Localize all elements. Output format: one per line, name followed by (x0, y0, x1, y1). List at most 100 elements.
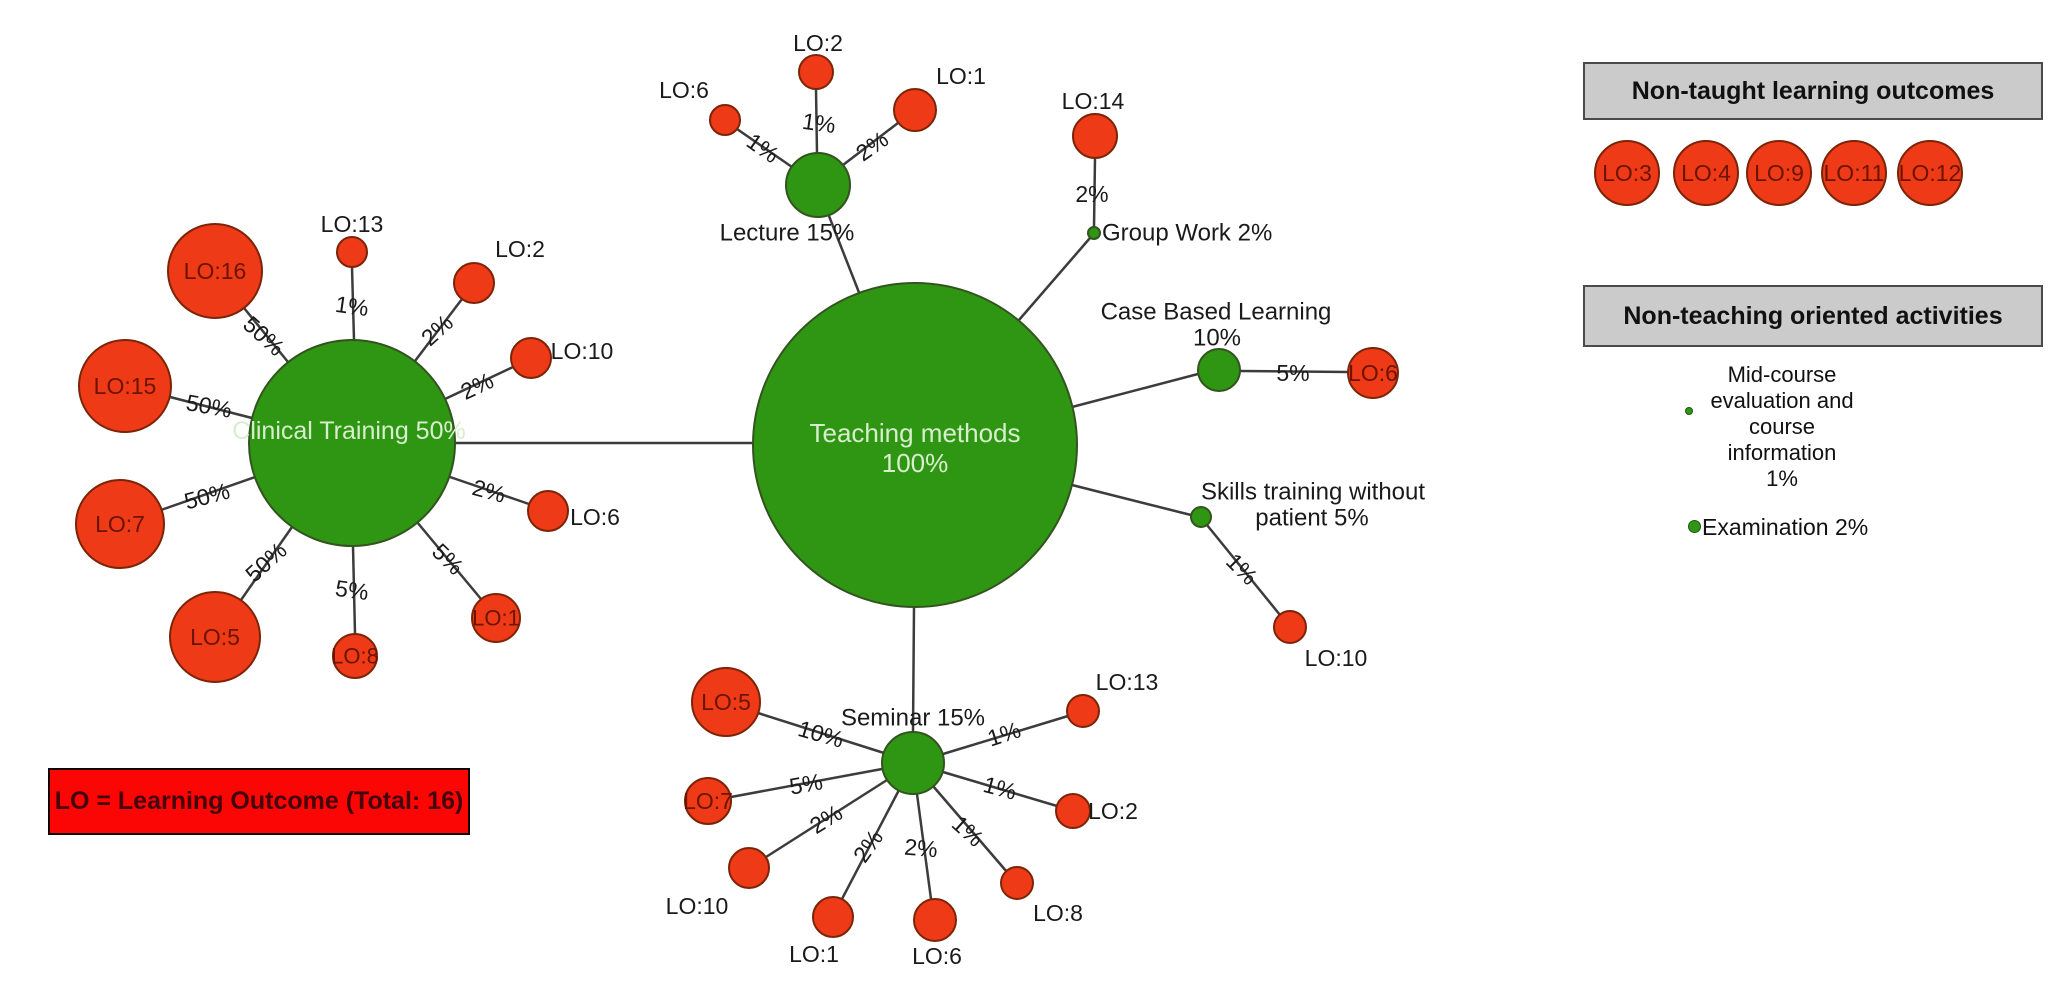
label-ct-lo7-0: LO:7 (95, 511, 145, 537)
non-taught-lo12-circle: LO:12 (1897, 140, 1963, 206)
edge-teaching-lecture (827, 215, 862, 296)
node-sem-lo8 (1000, 866, 1034, 900)
node-sem-lo7 (684, 777, 732, 825)
label-lecture-0: Lecture 15% (720, 220, 855, 247)
edge-percent-label-lec-lo6: 1% (742, 128, 784, 168)
edge-sem-lo2 (942, 770, 1058, 808)
label-sem-lo13-0: LO:13 (1096, 669, 1159, 695)
edge-ct-lo1 (416, 521, 482, 600)
edge-percent-label-ct-lo1: 5% (427, 538, 469, 580)
edge-ct-lo10 (444, 365, 514, 401)
node-skills-training (1190, 506, 1212, 528)
edge-percent-label-sem-lo1: 2% (848, 825, 888, 867)
label-ct-lo13-0: LO:13 (321, 211, 384, 237)
node-sem-lo1 (812, 896, 854, 938)
midcourse-line-3: course information (1727, 414, 1837, 465)
label-ct-lo1-0: LO:1 (472, 606, 520, 631)
node-clinical-training (248, 339, 456, 547)
label-ct-lo6-0: LO:6 (570, 504, 620, 530)
edge-teaching-cbl (1071, 372, 1199, 409)
label-ct-lo5-0: LO:5 (190, 624, 240, 650)
midcourse-line-4: 1% (1766, 466, 1798, 491)
lo-legend-text: LO = Learning Outcome (Total: 16) (54, 787, 464, 815)
edge-percent-label-ct-lo8: 5% (334, 575, 371, 605)
non-taught-lo11-circle: LO:11 (1821, 140, 1887, 206)
label-group-work-0: Group Work 2% (1102, 220, 1272, 247)
midcourse-line-1: Mid-course (1727, 362, 1837, 387)
label-clinical-training-0: Clinical Training 50% (232, 417, 465, 445)
label-sem-lo2-0: LO:2 (1088, 798, 1138, 824)
non-teaching-activities-title: Non-teaching oriented activities (1623, 301, 2003, 330)
label-teaching-methods-0: Teaching methods (809, 418, 1020, 448)
edge-sem-lo10 (765, 778, 888, 859)
node-gw-lo14 (1072, 113, 1118, 159)
edge-percent-label-sem-lo5: 10% (795, 715, 846, 753)
node-sem-lo10 (728, 847, 770, 889)
edge-percent-label-ct-lo10: 2% (456, 367, 497, 405)
node-sem-lo5 (691, 667, 761, 737)
edge-lec-lo1 (842, 122, 899, 166)
edge-percent-label-sem-lo7: 5% (787, 768, 824, 799)
edge-ct-lo7 (160, 475, 256, 512)
non-taught-lo9-circle: LO:9 (1746, 140, 1812, 206)
node-lec-lo1 (893, 88, 937, 132)
edge-teaching-groupwork (1018, 237, 1091, 321)
node-ct-lo10 (510, 337, 552, 379)
midcourse-line-2: evaluation and (1710, 388, 1854, 413)
node-case-based-learning (1197, 348, 1241, 392)
node-seminar (881, 731, 945, 795)
label-ct-lo8-0: LO:8 (331, 644, 379, 669)
midcourse-dot-icon (1685, 407, 1693, 415)
edge-ct-lo6 (449, 475, 530, 506)
non-taught-lo3-circle: LO:3 (1594, 140, 1660, 206)
node-sem-lo2 (1055, 793, 1091, 829)
edge-sem-lo8 (932, 785, 1008, 873)
edge-percent-label-ct-lo2: 2% (416, 309, 458, 351)
examination-label: Examination 2% (1702, 514, 1869, 540)
node-sem-lo13 (1066, 694, 1100, 728)
edge-percent-label-ct-lo7: 50% (181, 477, 232, 514)
node-cbl-lo6 (1347, 347, 1399, 399)
edge-ct-lo2 (414, 298, 463, 362)
edge-sem-lo7 (730, 767, 883, 799)
node-st-lo10 (1273, 610, 1307, 644)
edge-ct-lo5 (239, 526, 294, 601)
edge-percent-label-ct-lo13: 1% (334, 291, 371, 321)
label-skills-training-1: patient 5% (1255, 505, 1368, 532)
edge-percent-label-ct-lo15: 50% (184, 389, 234, 423)
edge-teaching-seminar (911, 606, 916, 733)
label-seminar-0: Seminar 15% (841, 705, 985, 732)
label-cbl-lo6-0: LO:6 (1348, 360, 1398, 386)
label-sem-lo5-0: LO:5 (701, 689, 751, 715)
label-sem-lo1-0: LO:1 (789, 941, 839, 967)
edge-sem-lo6 (915, 793, 933, 900)
edge-sem-lo13 (942, 714, 1069, 756)
node-teaching-methods (752, 282, 1078, 608)
label-lec-lo1-0: LO:1 (936, 63, 986, 89)
edge-percent-label-sem-lo13: 1% (984, 716, 1024, 751)
node-ct-lo5 (169, 591, 261, 683)
edge-percent-label-gw-lo14: 2% (1075, 181, 1108, 207)
edge-percent-label-lec-lo2: 1% (801, 108, 838, 138)
label-st-lo10-0: LO:10 (1305, 645, 1368, 671)
edge-gw-lo14 (1092, 157, 1097, 228)
edge-sem-lo1 (840, 789, 901, 900)
label-lec-lo6-0: LO:6 (659, 77, 709, 103)
node-ct-lo16 (167, 223, 263, 319)
label-sem-lo10-0: LO:10 (666, 893, 729, 919)
node-ct-lo1 (471, 593, 521, 643)
edge-percent-label-sem-lo10: 2% (805, 799, 847, 839)
label-case-based-learning-1: 10% (1193, 325, 1241, 352)
label-ct-lo10-0: LO:10 (551, 338, 614, 364)
edge-ct-lo8 (351, 545, 357, 635)
label-ct-lo16-0: LO:16 (184, 258, 247, 284)
edge-percent-label-cbl-lo6: 5% (1276, 360, 1309, 386)
midcourse-evaluation-label: Mid-course evaluation and course informa… (1696, 362, 1868, 492)
node-ct-lo6 (527, 490, 569, 532)
edge-lec-lo2 (814, 88, 819, 154)
node-lecture (785, 152, 851, 218)
label-sem-lo7-0: LO:7 (683, 788, 733, 814)
label-gw-lo14-0: LO:14 (1062, 88, 1125, 114)
edge-lec-lo6 (736, 127, 793, 169)
